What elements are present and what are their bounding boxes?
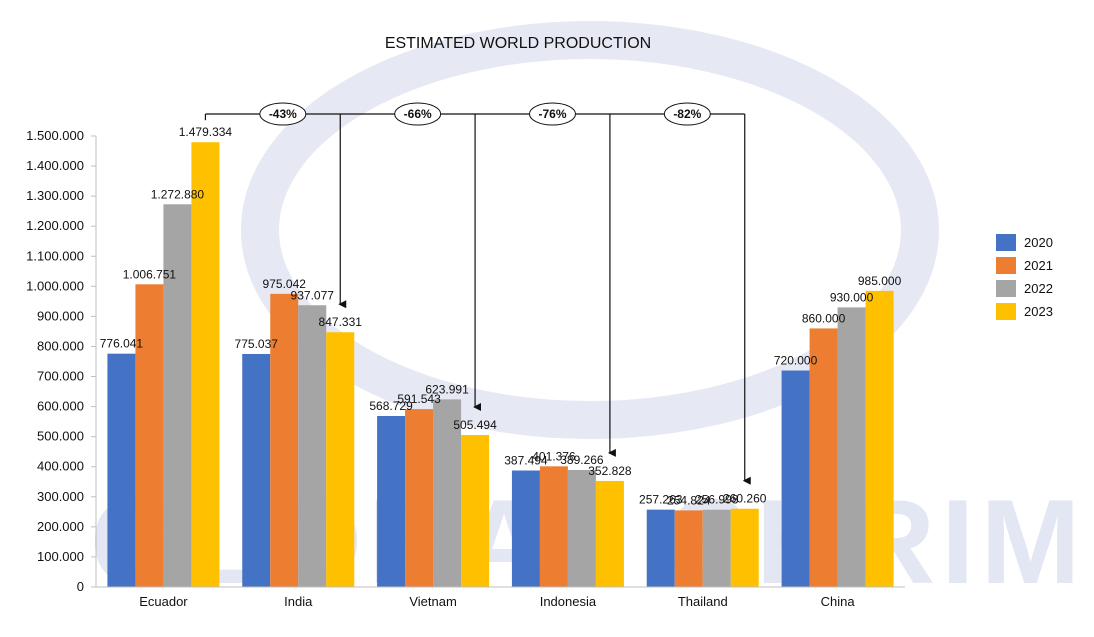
data-label: 1.479.334 (179, 125, 233, 139)
data-label: 591.543 (397, 392, 441, 406)
y-tick-label: 900.000 (37, 308, 84, 323)
bar-2022[interactable] (837, 307, 866, 587)
data-label: 720.000 (774, 354, 818, 368)
bar-2021[interactable] (674, 510, 703, 587)
data-labels: 776.041 775.037 568.729 387.494 257.263 720.0… (100, 125, 902, 507)
annotation-label: -66% (404, 107, 432, 121)
data-label: 254.824 (667, 493, 711, 507)
bar-2023[interactable] (461, 435, 490, 587)
bar-2020[interactable] (781, 370, 810, 587)
bar-2022[interactable] (433, 399, 462, 587)
annotation-bubble (529, 102, 576, 126)
annotation-bubble (259, 102, 307, 126)
data-label: 623.991 (425, 382, 469, 396)
bar-2020[interactable] (377, 416, 406, 587)
annotation-bubble (663, 102, 711, 126)
legend-swatch-2023[interactable] (996, 303, 1016, 320)
bar-2020[interactable] (646, 509, 675, 587)
y-tick-label: 200.000 (37, 519, 84, 534)
bar-2022[interactable] (298, 305, 327, 587)
data-label: 352.828 (588, 464, 632, 478)
data-label: 260.260 (723, 492, 767, 506)
y-tick-label: 1.000.000 (26, 278, 84, 293)
bar-2020[interactable] (242, 353, 271, 587)
chart-title: ESTIMATED WORLD PRODUCTION (385, 35, 651, 52)
legend-label[interactable]: 2023 (1024, 304, 1053, 319)
y-tick-label: 1.500.000 (26, 128, 84, 143)
legend-swatch-2022[interactable] (996, 280, 1016, 297)
y-tick-label: 0 (77, 579, 84, 594)
data-label: 937.077 (291, 288, 335, 302)
data-label: 505.494 (453, 418, 497, 432)
data-label: 568.729 (369, 399, 413, 413)
legend-swatch-2020[interactable] (996, 234, 1016, 251)
bar-2021[interactable] (405, 409, 434, 587)
y-tick-label: 1.400.000 (26, 158, 84, 173)
bar-2021[interactable] (135, 284, 164, 587)
y-tick-label: 1.100.000 (26, 248, 84, 263)
x-category-label: Indonesia (540, 594, 597, 609)
x-category-label: Ecuador (139, 594, 188, 609)
legend-label[interactable]: 2020 (1024, 235, 1053, 250)
y-tick-label: 800.000 (37, 338, 84, 353)
x-category-label: Thailand (678, 594, 728, 609)
data-label: 847.331 (319, 315, 363, 329)
data-label: 387.494 (504, 453, 548, 467)
data-label: 1.006.751 (123, 267, 177, 281)
y-tick-label: 300.000 (37, 489, 84, 504)
bar-2023[interactable] (326, 332, 355, 587)
data-label: 860.000 (802, 311, 846, 325)
data-label: 257.263 (639, 493, 683, 507)
bar-2020[interactable] (511, 470, 540, 587)
annotation-label: -43% (269, 107, 297, 121)
legend[interactable]: 2020 2021 2022 2023 (996, 234, 1053, 320)
data-label: 401.376 (532, 449, 576, 463)
watermark-logo-shape (241, 21, 939, 439)
data-label: 389.266 (560, 453, 604, 467)
x-category-label: Vietnam (409, 594, 456, 609)
data-label: 930.000 (830, 290, 874, 304)
annotations: -43% -66% -76% -82% (204, 102, 751, 485)
annotation-label: -76% (538, 107, 566, 121)
bar-2021[interactable] (270, 293, 299, 587)
x-category-label: China (821, 594, 856, 609)
data-label: 256.998 (695, 493, 739, 507)
annotation-label: -82% (673, 107, 701, 121)
x-axis: Ecuador India Vietnam Indonesia Thailand Chin… (96, 586, 905, 609)
data-label: 1.272.880 (151, 187, 205, 201)
y-tick-label: 100.000 (37, 549, 84, 564)
bar-2022[interactable] (702, 509, 731, 587)
bar-2022[interactable] (163, 204, 192, 587)
data-label: 975.042 (263, 277, 307, 291)
data-label: 985.000 (858, 274, 902, 288)
y-tick-label: 700.000 (37, 369, 84, 384)
y-tick-label: 1.200.000 (26, 218, 84, 233)
bar-2021[interactable] (809, 328, 838, 587)
legend-label[interactable]: 2022 (1024, 281, 1053, 296)
y-axis: 0 100.000 200.000 300.000 400.000 500.000 600.… (26, 128, 97, 594)
data-label: 776.041 (100, 337, 144, 351)
bar-2023[interactable] (595, 480, 624, 587)
bar-2023[interactable] (865, 290, 894, 587)
bar-2021[interactable] (539, 466, 568, 587)
legend-label[interactable]: 2021 (1024, 258, 1053, 273)
bar-2022[interactable] (567, 469, 596, 587)
bar-2020[interactable] (107, 353, 136, 587)
x-category-label: India (284, 594, 313, 609)
legend-swatch-2021[interactable] (996, 257, 1016, 274)
bars (107, 142, 894, 588)
bar-2023[interactable] (191, 142, 220, 588)
bar-2023[interactable] (730, 508, 759, 587)
y-tick-label: 500.000 (37, 429, 84, 444)
annotation-bubble (394, 102, 442, 126)
y-tick-label: 400.000 (37, 459, 84, 474)
y-tick-label: 600.000 (37, 399, 84, 414)
y-tick-label: 1.300.000 (26, 188, 84, 203)
data-label: 775.037 (235, 337, 279, 351)
